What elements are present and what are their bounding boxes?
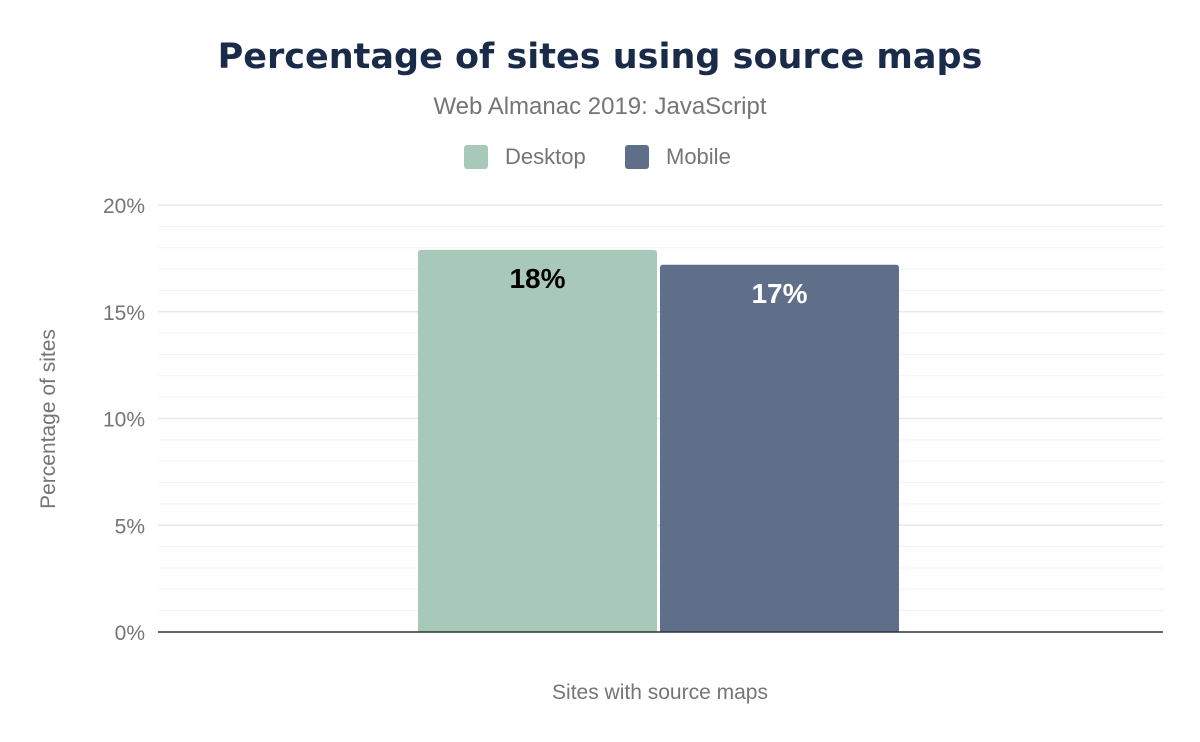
chart-title: Percentage of sites using source maps [218,37,983,77]
chart-subtitle: Web Almanac 2019: JavaScript [433,93,766,120]
data-label-desktop: 18% [509,263,565,294]
legend-label-desktop: Desktop [505,144,586,169]
y-axis-ticks: 0% 5% 10% 15% 20% [103,195,145,645]
y-axis-label: Percentage of sites [37,329,60,509]
y-tick-label: 5% [115,515,145,538]
bar-mobile [660,264,899,632]
legend-swatch-desktop [464,145,488,169]
legend-swatch-mobile [625,145,649,169]
data-label-mobile: 17% [751,278,807,309]
y-tick-label: 10% [103,409,145,432]
bars: 18% 17% [418,249,899,632]
y-tick-label: 20% [103,195,145,218]
y-tick-label: 15% [103,302,145,325]
y-tick-label: 0% [115,622,145,645]
legend-label-mobile: Mobile [666,144,731,169]
bar-desktop [418,249,657,632]
x-axis-label: Sites with source maps [552,681,768,704]
legend: Desktop Mobile [464,144,731,169]
